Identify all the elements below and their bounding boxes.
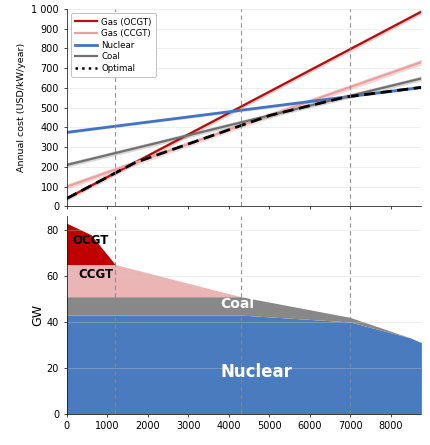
Legend: Gas (OCGT), Gas (CCGT), Nuclear, Coal, Optimal: Gas (OCGT), Gas (CCGT), Nuclear, Coal, O…: [71, 13, 156, 77]
Text: OCGT: OCGT: [73, 234, 109, 247]
Text: Nuclear: Nuclear: [221, 363, 292, 381]
Text: Coal: Coal: [221, 297, 255, 311]
Y-axis label: Annual cost (USD/kW/year): Annual cost (USD/kW/year): [17, 43, 26, 172]
Y-axis label: GW: GW: [31, 304, 44, 326]
Text: CCGT: CCGT: [79, 268, 114, 281]
